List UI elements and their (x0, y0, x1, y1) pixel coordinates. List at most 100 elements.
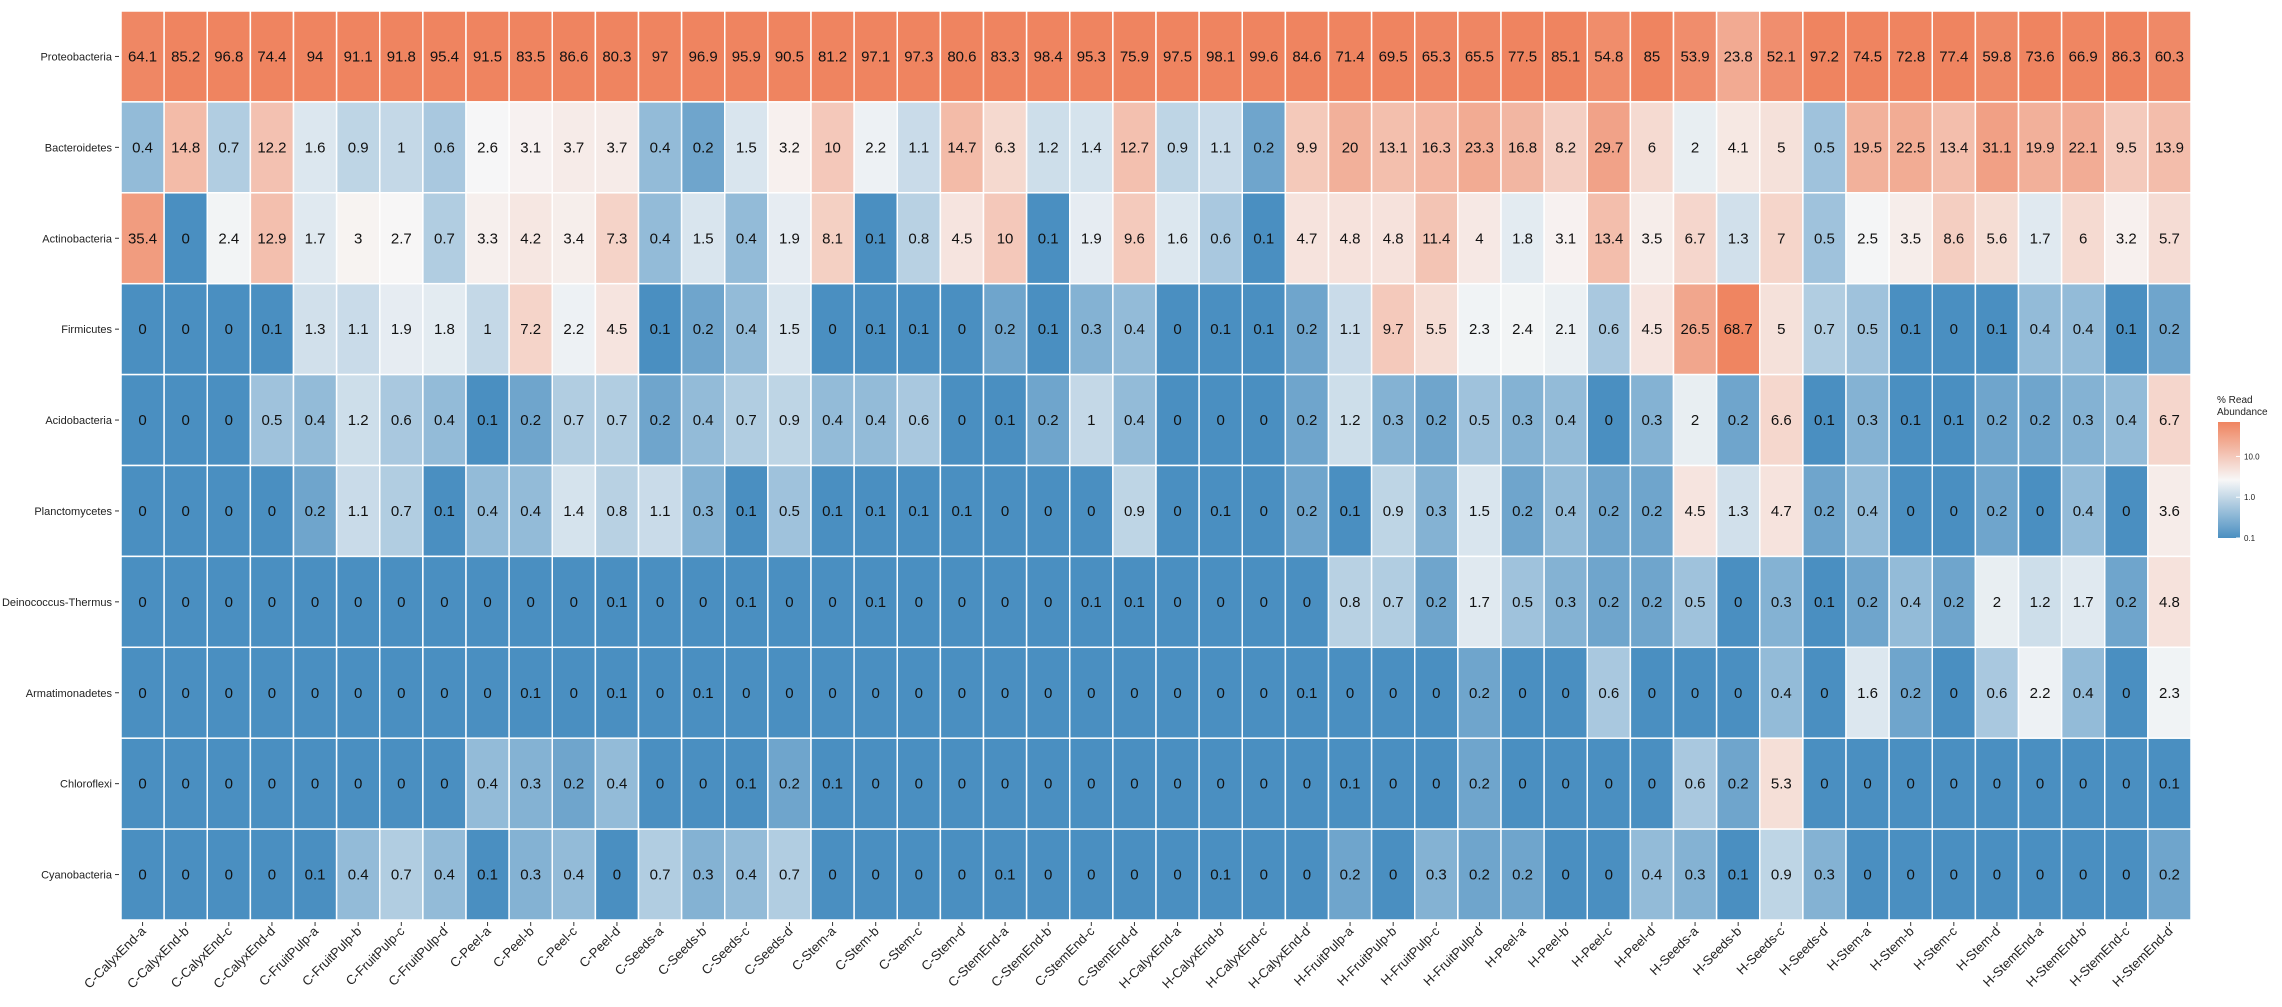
heatmap-cell-value: 12.7 (1120, 139, 1149, 156)
heatmap-cell-value: 4 (1475, 230, 1483, 247)
heatmap-cell-value: 0 (311, 594, 319, 611)
heatmap-cell-fill (853, 646, 898, 739)
heatmap-cell: 0.4 (1543, 464, 1588, 558)
heatmap-cell-value: 14.7 (947, 139, 976, 156)
heatmap-cell-fill (896, 101, 942, 194)
heatmap-cell: 0 (1931, 828, 1977, 921)
heatmap-cell: 0 (1629, 737, 1675, 830)
heatmap-cell-fill (1759, 555, 1804, 649)
heatmap-cell-fill (810, 10, 855, 103)
heatmap-cell: 6.7 (1672, 192, 1718, 285)
heatmap-cell-value: 0 (656, 776, 664, 793)
heatmap-cell-value: 0.1 (1987, 321, 2008, 338)
heatmap-cell-fill (1025, 828, 1071, 921)
legend-tick-label: 10.0 (2244, 452, 2260, 461)
heatmap-cell-value: 0 (1260, 594, 1268, 611)
heatmap-cell-fill (1672, 101, 1718, 194)
heatmap-cell-value: 0 (1001, 594, 1009, 611)
heatmap-cell: 69.5 (1370, 10, 1416, 103)
heatmap-cell-value: 0.3 (520, 867, 541, 884)
heatmap-cell-value: 0.5 (1814, 230, 1835, 247)
heatmap-cell: 0.1 (1241, 282, 1287, 376)
heatmap-cell-fill (1327, 464, 1373, 558)
heatmap-cell-value: 1.1 (348, 321, 369, 338)
heatmap-cell-value: 0 (1907, 776, 1915, 793)
heatmap-cell-value: 2.6 (477, 139, 498, 156)
heatmap-cell: 0.2 (1025, 373, 1071, 467)
heatmap-cell-fill (551, 646, 597, 739)
heatmap-cell: 0 (1198, 737, 1243, 830)
heatmap-cell: 73.6 (2017, 10, 2063, 103)
heatmap-cell: 0.6 (1198, 192, 1243, 285)
heatmap-cell: 0.2 (1802, 464, 1847, 558)
heatmap-cell: 2 (1672, 373, 1718, 467)
heatmap-cell-value: 84.6 (1292, 48, 1321, 65)
heatmap-cell-value: 13.1 (1379, 139, 1408, 156)
heatmap-cell-value: 0.1 (865, 503, 886, 520)
heatmap-cell-value: 1.3 (1728, 230, 1749, 247)
heatmap-cell-value: 0.5 (779, 503, 800, 520)
heatmap-cell-value: 0 (268, 503, 276, 520)
heatmap-cell-value: 0.9 (1383, 503, 1404, 520)
column-label: H-Peel-a (1482, 923, 1529, 970)
heatmap-cell-fill (724, 555, 769, 649)
heatmap-cell-fill (2147, 555, 2192, 649)
heatmap-cell: 0.1 (594, 646, 640, 739)
heatmap-cell-value: 22.5 (1896, 139, 1925, 156)
row-labels: Proteobacteria Bacteroidetes Actinobacteri… (2, 51, 119, 882)
heatmap-cell: 0.2 (1845, 555, 1890, 649)
heatmap-cell: 0.1 (896, 282, 942, 376)
heatmap-cell: 0 (120, 464, 165, 558)
heatmap-cell: 0.4 (2060, 282, 2106, 376)
heatmap-cell-fill (249, 282, 295, 376)
heatmap-cell-value: 1.8 (1512, 230, 1533, 247)
heatmap-cell-fill (379, 737, 424, 830)
heatmap-cell: 8.6 (1931, 192, 1977, 285)
heatmap-cell-value: 2 (1993, 594, 2001, 611)
heatmap-cell: 0 (163, 192, 208, 285)
heatmap-cell-fill (292, 373, 338, 467)
heatmap-cell-fill (1974, 373, 2020, 467)
heatmap-cell: 8.2 (1543, 101, 1588, 194)
heatmap-cell: 0.3 (1845, 373, 1890, 467)
heatmap-cell-fill (2147, 192, 2192, 285)
heatmap-cell-fill (249, 373, 295, 467)
column-label: C-Peel-a (447, 923, 494, 970)
heatmap-cell: 74.4 (249, 10, 295, 103)
heatmap-cell-value: 0.3 (1426, 503, 1447, 520)
heatmap-cell-value: 0.2 (1987, 503, 2008, 520)
heatmap-cell: 0 (1025, 464, 1071, 558)
heatmap-cell-value: 0 (1303, 776, 1311, 793)
heatmap-cell-value: 0.4 (1900, 594, 1921, 611)
heatmap-cell: 0.1 (1327, 737, 1373, 830)
heatmap-cell-fill (896, 192, 942, 285)
heatmap-cell-value: 0.6 (908, 412, 929, 429)
heatmap-cell-fill (1112, 737, 1157, 830)
heatmap-cell-fill (1284, 10, 1330, 103)
heatmap-cell-value: 0 (1217, 594, 1225, 611)
heatmap-cell-fill (1888, 737, 1933, 830)
heatmap-cell: 0 (163, 373, 208, 467)
heatmap-cell-value: 0 (656, 594, 664, 611)
heatmap-cell: 0.1 (680, 646, 726, 739)
heatmap-cell-value: 0.7 (650, 867, 671, 884)
heatmap-cell-fill (1802, 101, 1847, 194)
heatmap-cell: 0 (1112, 828, 1157, 921)
heatmap-cell-fill (1155, 373, 1200, 467)
heatmap-cell-fill (767, 282, 812, 376)
heatmap-cell: 0 (249, 828, 295, 921)
heatmap-cell-value: 0.2 (1728, 776, 1749, 793)
column-label: C-Peel-b (490, 924, 537, 971)
heatmap-cell: 0 (1241, 373, 1287, 467)
heatmap-cell-fill (335, 101, 381, 194)
heatmap-cell-fill (2104, 101, 2149, 194)
heatmap-cell-value: 0 (1389, 776, 1397, 793)
legend-color-bar (2218, 422, 2240, 538)
heatmap-cell: 0.1 (982, 373, 1028, 467)
heatmap-cell: 3.7 (551, 101, 597, 194)
heatmap-cell-value: 54.8 (1594, 48, 1623, 65)
heatmap-cell-value: 0 (2079, 776, 2087, 793)
heatmap-cell-fill (379, 464, 424, 558)
heatmap-cell: 0 (1888, 828, 1933, 921)
heatmap-cell-value: 0 (268, 594, 276, 611)
